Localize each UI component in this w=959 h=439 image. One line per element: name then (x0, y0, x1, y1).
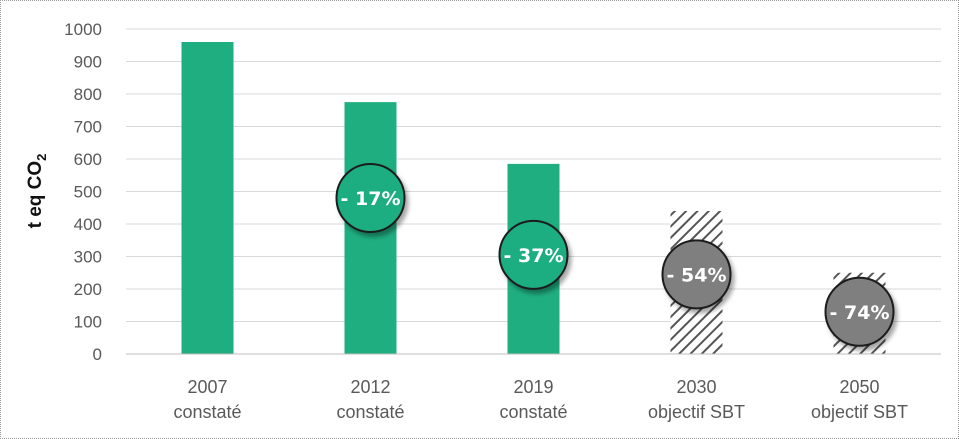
reduction-badges: - 17% - 37% - 54% - 74% (335, 163, 895, 347)
y-tick-label: 300 (74, 248, 102, 267)
badge-2019: - 37% (498, 219, 569, 290)
y-tick-label: 200 (74, 280, 102, 299)
badge-2012: - 17% (335, 163, 406, 233)
bar-2007 (181, 42, 234, 354)
y-tick-label: 0 (93, 345, 102, 364)
badge-label: - 74% (830, 302, 890, 324)
y-tick-label: 700 (74, 118, 102, 137)
y-tick-label: 900 (74, 53, 102, 72)
x-label-year: 2030 (676, 377, 716, 397)
badge-2050: - 74% (824, 276, 895, 347)
x-label-year: 2012 (350, 377, 390, 397)
x-label-status: constaté (499, 402, 567, 422)
y-axis-label-subscript: 2 (34, 154, 49, 161)
y-axis-label-text: t eq CO (25, 161, 46, 229)
x-axis-labels: 2007 constaté 2012 constaté 2019 constaté 2030… (173, 377, 908, 422)
y-axis-label: t eq CO2 (25, 154, 49, 229)
x-label-year: 2019 (513, 377, 553, 397)
badge-label: - 17% (341, 188, 401, 210)
badge-label: - 37% (504, 245, 564, 267)
badge-2030: - 54% (661, 239, 732, 310)
y-tick-label: 800 (74, 85, 102, 104)
badge-circle (824, 276, 895, 347)
x-label-year: 2050 (839, 377, 879, 397)
x-label-status: objectif SBT (811, 402, 908, 422)
badge-circle (335, 163, 406, 233)
y-tick-label: 400 (74, 215, 102, 234)
badge-circle (661, 239, 732, 310)
y-axis-ticks: 0 100 200 300 400 500 600 700 800 900 1000 (64, 20, 102, 364)
x-label-status: objectif SBT (648, 402, 745, 422)
y-tick-label: 100 (74, 313, 102, 332)
y-tick-label: 600 (74, 150, 102, 169)
x-label-year: 2007 (187, 377, 227, 397)
badge-label: - 54% (667, 264, 727, 286)
x-label-status: constaté (173, 402, 241, 422)
y-tick-label: 1000 (64, 20, 102, 39)
badge-circle (498, 219, 569, 290)
bars (181, 42, 886, 354)
y-tick-label: 500 (74, 183, 102, 202)
x-label-status: constaté (336, 402, 404, 422)
